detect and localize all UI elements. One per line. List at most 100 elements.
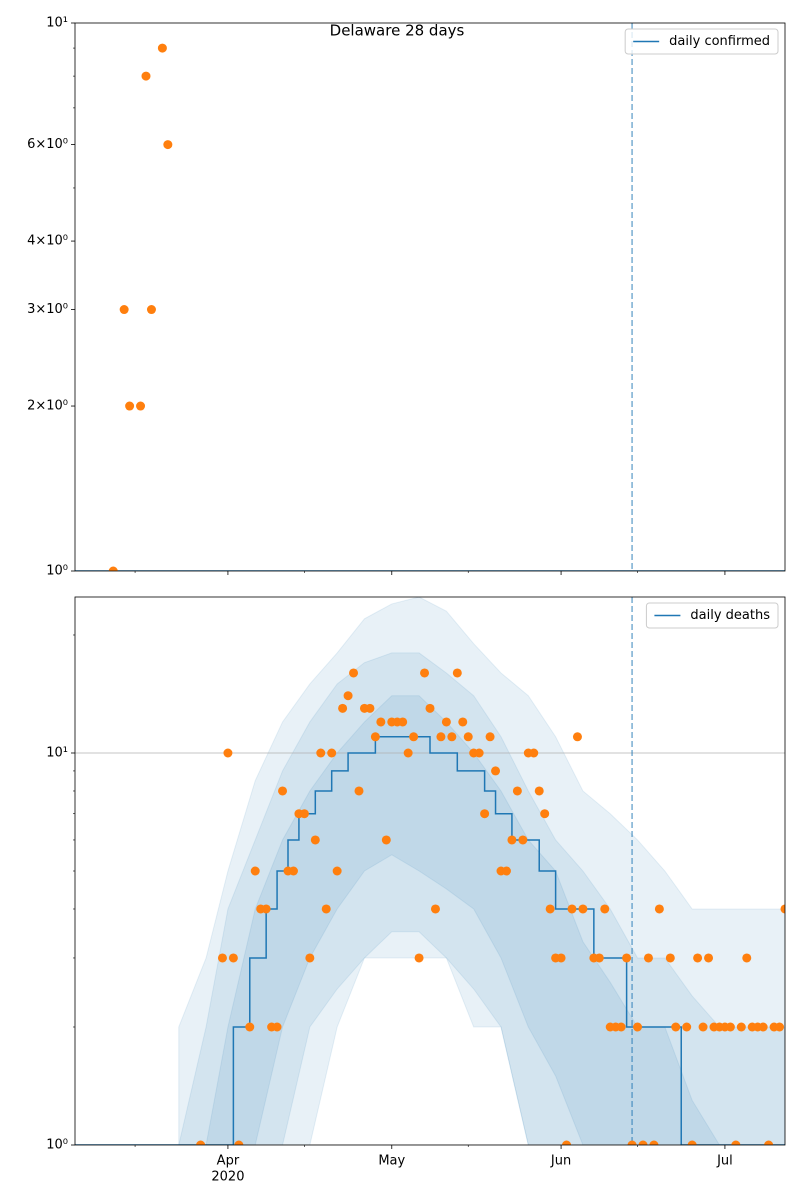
observed-point <box>436 732 446 742</box>
observed-point <box>157 43 167 53</box>
observed-point <box>332 866 342 876</box>
observed-point <box>654 904 664 914</box>
observed-point <box>512 786 522 796</box>
observed-point <box>299 809 309 819</box>
observed-point <box>398 717 408 727</box>
observed-point <box>501 866 511 876</box>
observed-point <box>638 1140 648 1145</box>
y-tick-label: 10⁰ <box>46 1138 68 1153</box>
observed-point <box>474 748 484 758</box>
observed-point <box>775 1022 785 1032</box>
legend-label: daily deaths <box>690 608 770 623</box>
observed-point <box>250 866 260 876</box>
y-tick-label: 10⁰ <box>46 564 68 579</box>
observed-point <box>480 809 490 819</box>
observed-point <box>600 904 610 914</box>
observed-point <box>518 835 528 845</box>
observed-point <box>578 904 588 914</box>
observed-point <box>540 809 550 819</box>
observed-point <box>370 732 380 742</box>
observed-point <box>310 835 320 845</box>
observed-point <box>534 786 544 796</box>
observed-point <box>338 703 348 713</box>
observed-point <box>622 953 632 963</box>
observed-point <box>671 1022 681 1032</box>
observed-point <box>572 732 582 742</box>
observed-point <box>556 953 566 963</box>
observed-point <box>234 1140 244 1145</box>
chart-title: Delaware 28 days <box>330 22 465 40</box>
observed-point <box>119 305 129 315</box>
observed-point <box>136 401 146 411</box>
plot-area <box>75 23 785 571</box>
observed-point <box>354 786 364 796</box>
legend: daily deaths <box>645 602 779 629</box>
legend-label: daily confirmed <box>669 34 770 49</box>
x-tick-label: Jun <box>550 1154 571 1169</box>
observed-point <box>223 748 233 758</box>
observed-point <box>447 732 457 742</box>
x-tick-label: Jul <box>716 1154 733 1169</box>
observed-point <box>163 140 173 150</box>
observed-point <box>420 668 430 678</box>
observed-point <box>146 305 156 315</box>
observed-point <box>376 717 386 727</box>
observed-point <box>441 717 451 727</box>
observed-point <box>567 904 577 914</box>
observed-point <box>316 748 326 758</box>
observed-point <box>403 748 413 758</box>
observed-point <box>731 1140 741 1145</box>
observed-point <box>430 904 440 914</box>
x-tick-year: 2020 <box>211 1170 244 1185</box>
observed-point <box>643 953 653 963</box>
observed-point <box>261 904 271 914</box>
observed-point <box>665 953 675 963</box>
observed-point <box>529 748 539 758</box>
observed-point <box>452 668 462 678</box>
legend: daily confirmed <box>624 28 779 55</box>
observed-point <box>228 953 238 963</box>
observed-point <box>125 401 135 411</box>
observed-point <box>343 691 353 701</box>
observed-point <box>141 71 151 81</box>
observed-point <box>272 1022 282 1032</box>
observed-point <box>687 1140 697 1145</box>
observed-point <box>649 1140 659 1145</box>
observed-point <box>463 732 473 742</box>
y-tick-label: 10¹ <box>46 745 68 760</box>
observed-point <box>764 1140 774 1145</box>
observed-point <box>780 904 785 914</box>
observed-point <box>627 1140 637 1145</box>
observed-point <box>725 1022 735 1032</box>
observed-point <box>682 1022 692 1032</box>
observed-point <box>245 1022 255 1032</box>
y-tick-label: 2×10⁰ <box>27 399 68 414</box>
observed-point <box>736 1022 746 1032</box>
legend-box <box>624 28 779 55</box>
observed-point <box>562 1140 572 1145</box>
observed-point <box>365 703 375 713</box>
observed-point <box>327 748 337 758</box>
observed-point <box>278 786 288 796</box>
observed-point <box>507 835 517 845</box>
y-tick-label: 4×10⁰ <box>27 234 68 249</box>
y-tick-label: 10¹ <box>46 16 68 31</box>
observed-point <box>616 1022 626 1032</box>
observed-point <box>698 1022 708 1032</box>
x-tick-label: Apr <box>217 1154 240 1169</box>
observed-point <box>305 953 315 963</box>
observed-point <box>409 732 419 742</box>
interval-band <box>178 652 785 1145</box>
observed-point <box>704 953 714 963</box>
y-tick-label: 6×10⁰ <box>27 137 68 152</box>
plot-area <box>75 597 785 1145</box>
observed-point <box>196 1140 206 1145</box>
observed-point <box>217 953 227 963</box>
observed-point <box>458 717 468 727</box>
observed-point <box>742 953 752 963</box>
interval-band <box>178 597 785 1145</box>
x-tick-label: May <box>378 1154 405 1169</box>
interval-band <box>178 695 785 1145</box>
